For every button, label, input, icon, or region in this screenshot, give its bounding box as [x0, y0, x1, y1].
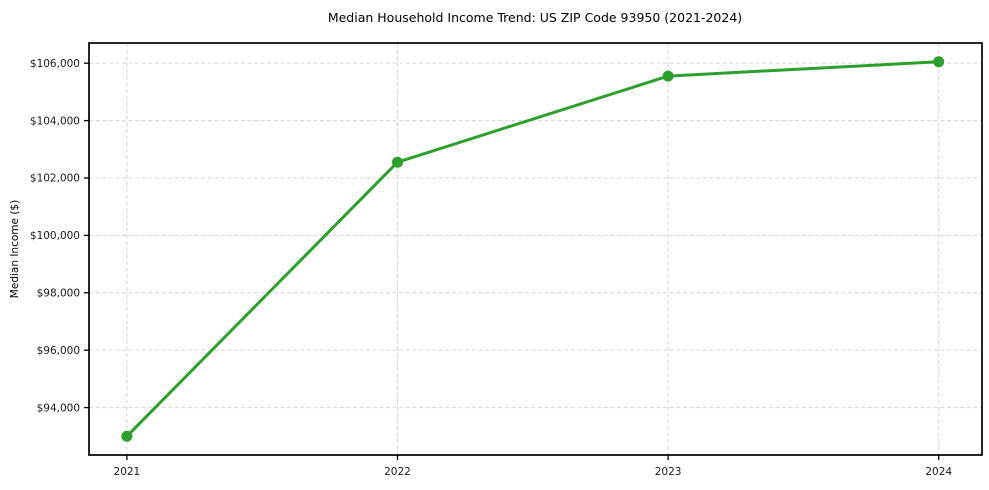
data-point-2021 [121, 430, 133, 442]
axis-layer: $94,000 $96,000 $98,000 $100,000 $102,000 $10… [30, 42, 983, 478]
data-point-2022 [391, 156, 403, 168]
y-tick-label: $98,000 [37, 287, 80, 299]
data-point-2024 [933, 56, 945, 68]
data-point-2023 [662, 70, 674, 82]
series-layer [121, 56, 945, 442]
y-axis-label: Median Income ($) [9, 200, 21, 298]
y-tick-label: $104,000 [30, 115, 80, 127]
y-tick-label: $106,000 [30, 58, 80, 70]
grid-layer [89, 43, 982, 455]
income-line [125, 60, 941, 438]
y-tick-label: $100,000 [30, 230, 80, 242]
y-tick-label: $96,000 [37, 345, 80, 357]
y-tick-label: $102,000 [30, 173, 80, 185]
plot-border [88, 42, 983, 456]
x-tick-label: 2022 [384, 466, 411, 478]
y-tick-label: $94,000 [37, 402, 80, 414]
x-tick-label: 2021 [114, 466, 141, 478]
chart-title: Median Household Income Trend: US ZIP Co… [328, 10, 742, 25]
x-tick-label: 2023 [655, 466, 682, 478]
x-tick-label: 2024 [925, 466, 952, 478]
